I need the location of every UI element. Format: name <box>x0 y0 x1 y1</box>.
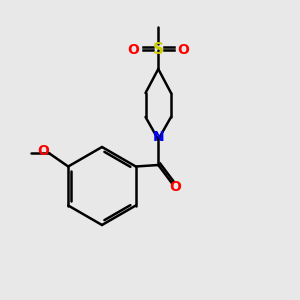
Text: O: O <box>38 144 49 158</box>
Text: O: O <box>177 43 189 56</box>
Text: O: O <box>128 43 140 56</box>
Text: S: S <box>153 42 164 57</box>
Text: O: O <box>169 180 181 194</box>
Text: N: N <box>152 130 164 144</box>
